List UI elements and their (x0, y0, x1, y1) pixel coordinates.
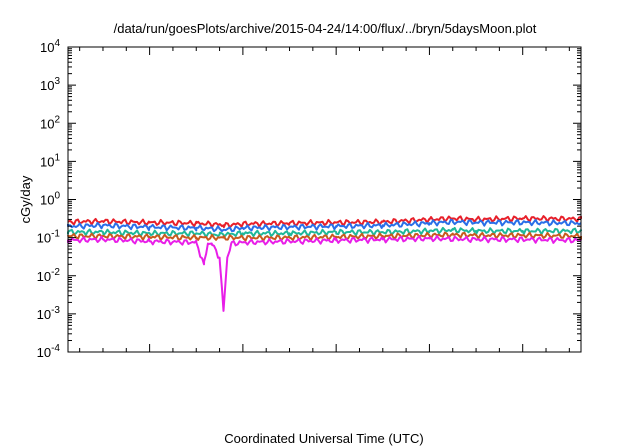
y-tick-label: 10-1 (37, 229, 61, 246)
chart-title: /data/run/goesPlots/archive/2015-04-24/1… (114, 21, 537, 36)
y-tick: 100 (40, 191, 581, 208)
y-tick-label: 10-4 (37, 343, 61, 360)
series-line-3 (67, 226, 582, 239)
y-tick: 10-2 (37, 267, 581, 284)
y-axis: 10-4 10-3 10-2 10-1 100 101 102 103 104 (37, 38, 581, 360)
y-tick: 10-3 (37, 305, 581, 322)
series-layer (67, 215, 582, 312)
y-tick-label: 104 (40, 38, 60, 55)
y-tick-label: 10-3 (37, 305, 61, 322)
y-tick: 10-1 (37, 229, 581, 246)
y-axis-label: cGy/day (18, 175, 33, 223)
series-line-5 (67, 235, 582, 312)
plot-frame (67, 46, 582, 353)
y-tick-label: 10-2 (37, 267, 61, 284)
series-line-1 (67, 215, 582, 229)
y-tick: 10-4 (37, 343, 581, 360)
y-tick-label: 102 (40, 114, 60, 131)
x-axis-label: Coordinated Universal Time (UTC) (224, 431, 423, 446)
y-tick-label: 103 (40, 76, 60, 93)
series-line-2 (67, 218, 582, 233)
y-tick-label: 101 (40, 152, 60, 169)
y-tick: 102 (40, 114, 581, 131)
y-tick: 104 (40, 38, 581, 55)
x-axis: 2015-4-202015-4-212015-4-222015-4-232015… (79, 47, 570, 352)
series-line-4 (67, 231, 582, 242)
y-tick-label: 100 (40, 191, 60, 208)
y-tick: 101 (40, 152, 581, 169)
y-tick: 103 (40, 76, 581, 93)
